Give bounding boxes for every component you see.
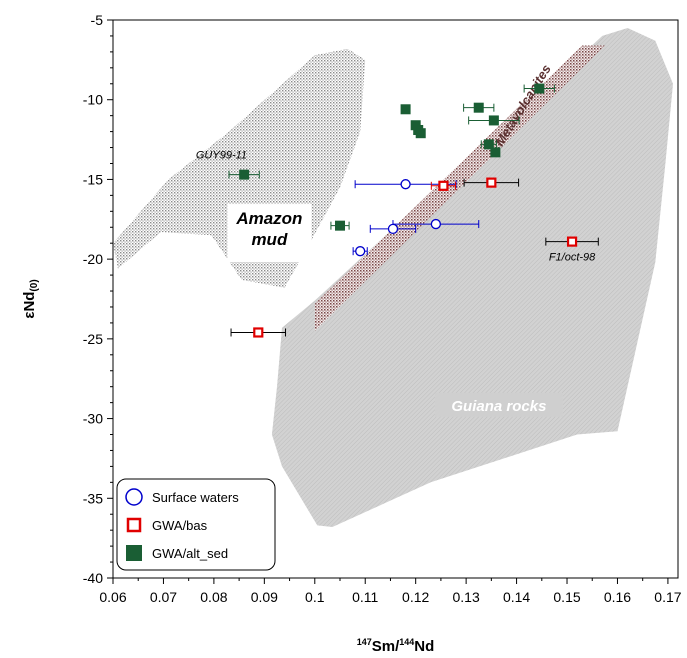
- x-tick-label: 0.15: [553, 589, 580, 605]
- data-point: [488, 115, 499, 126]
- annotation-f1-oct-98: F1/oct-98: [549, 252, 596, 264]
- x-tick-label: 0.12: [402, 589, 429, 605]
- x-tick-label: 0.13: [453, 589, 480, 605]
- x-axis-title-sup2: 144: [399, 637, 414, 647]
- region-label-amazon-mud-line1: Amazon: [235, 209, 302, 228]
- legend: Surface waters GWA/bas GWA/alt_sed: [116, 478, 276, 571]
- y-axis-title: εNd(0): [21, 279, 40, 318]
- y-tick-label: -5: [91, 12, 104, 28]
- data-point: [415, 128, 426, 139]
- x-tick-label: 0.1: [305, 589, 325, 605]
- plot-border: [112, 19, 679, 579]
- region-label-guiana-rocks: Guiana rocks: [451, 398, 546, 415]
- legend-marker-gwa-alt-sed: [126, 545, 142, 561]
- data-point: [400, 179, 411, 190]
- data-point: [486, 177, 497, 188]
- data-point: [335, 220, 346, 231]
- legend-marker-gwa-bas: [126, 517, 142, 533]
- legend-label-surface-waters: Surface waters: [152, 490, 239, 505]
- data-point: [239, 169, 250, 180]
- y-tick-label: -10: [83, 92, 103, 108]
- x-tick-label: 0.07: [150, 589, 177, 605]
- y-tick-label: -30: [83, 411, 103, 427]
- region-label-amazon-mud-line2: mud: [251, 230, 288, 249]
- data-point: [473, 102, 484, 113]
- y-tick-label: -40: [83, 570, 103, 586]
- y-axis-title-main: εNd: [21, 292, 38, 319]
- data-point: [430, 218, 442, 230]
- x-tick-label: 0.09: [251, 589, 278, 605]
- x-axis-title-tail: Nd: [414, 638, 434, 655]
- x-tick-label: 0.08: [200, 589, 227, 605]
- axes-layer: 0.06 0.07 0.08 0.09 0.1 0.11 0.12 0.13 0.14 0.15 0…: [83, 12, 682, 605]
- region-guiana-rocks: [271, 28, 673, 527]
- data-point: [490, 147, 501, 158]
- data-point: [566, 236, 578, 247]
- x-axis-title-mid: Sm/: [372, 638, 400, 655]
- legend-marker-surface-waters: [125, 488, 143, 506]
- legend-box: [116, 478, 276, 571]
- series-layer: [228, 83, 599, 338]
- region-label-bg-amazon-mud: [227, 204, 312, 263]
- y-tick-label: -35: [83, 490, 103, 506]
- y-tick-label: -25: [83, 331, 103, 347]
- series-gwa-bas: [230, 177, 599, 338]
- x-axis-title-sup1: 147: [357, 637, 372, 647]
- x-tick-label: 0.06: [99, 589, 126, 605]
- data-point: [400, 104, 411, 115]
- legend-label-gwa-alt-sed: GWA/alt_sed: [152, 546, 228, 561]
- data-point: [253, 327, 264, 338]
- legend-label-gwa-bas: GWA/bas: [152, 518, 208, 533]
- legend-entries: Surface waters GWA/bas GWA/alt_sed: [125, 488, 239, 561]
- y-tick-label: -20: [83, 251, 103, 267]
- region-metavolcanites: [314, 45, 605, 331]
- region-label-bg-guiana-rocks: [434, 392, 563, 417]
- data-point: [483, 139, 494, 150]
- data-point: [387, 223, 399, 235]
- x-tick-label: 0.17: [654, 589, 681, 605]
- data-point: [534, 83, 545, 94]
- data-point: [355, 246, 366, 257]
- annotation-guy99-11: GUY99-11: [196, 150, 247, 162]
- x-tick-label: 0.11: [352, 589, 378, 605]
- data-point: [438, 180, 449, 191]
- y-tick-label: -15: [83, 171, 103, 187]
- x-tick-label: 0.14: [503, 589, 530, 605]
- y-axis-title-sub: (0): [29, 279, 40, 291]
- x-tick-label: 0.16: [604, 589, 631, 605]
- x-axis-title: 147Sm/144Nd: [357, 637, 435, 655]
- series-gwa-alt-sed: [228, 83, 555, 231]
